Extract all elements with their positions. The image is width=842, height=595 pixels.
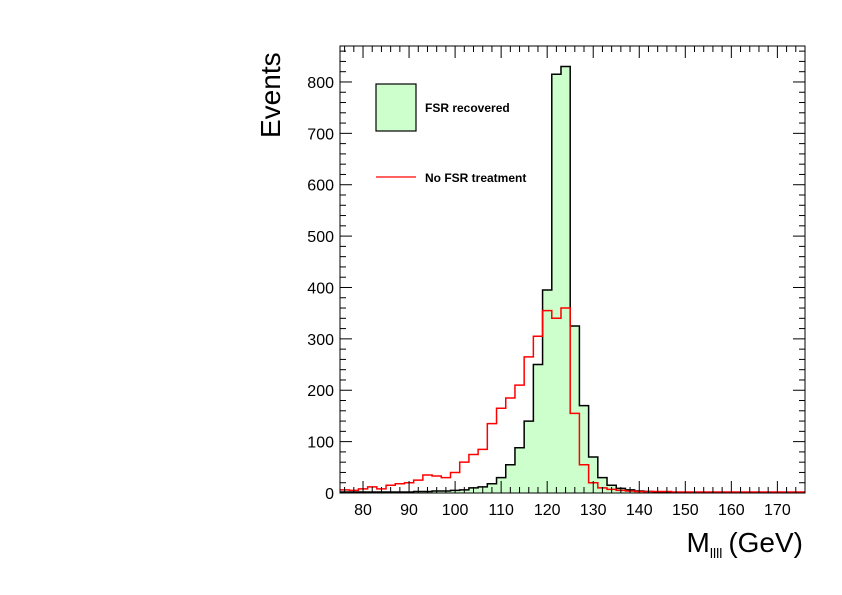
x-axis-title-main: M bbox=[687, 527, 710, 558]
y-tick-label: 300 bbox=[307, 332, 334, 349]
series-fill-fsr-recovered bbox=[340, 66, 805, 493]
legend-label-no-fsr-treatment: No FSR treatment bbox=[425, 171, 526, 185]
legend-label-fsr-recovered: FSR recovered bbox=[425, 101, 510, 115]
legend-swatch-fsr-recovered bbox=[375, 83, 417, 132]
legend: FSR recovered No FSR treatment bbox=[375, 83, 526, 185]
y-tick-label: 0 bbox=[325, 486, 334, 503]
x-axis-title: Mllll (GeV) bbox=[687, 527, 803, 561]
x-tick-label: 160 bbox=[718, 502, 745, 519]
x-tick-label: 170 bbox=[764, 502, 791, 519]
x-tick-label: 140 bbox=[626, 502, 653, 519]
series-layer bbox=[340, 65, 805, 494]
x-axis-title-unit: (GeV) bbox=[728, 527, 803, 558]
x-tick-label: 150 bbox=[672, 502, 699, 519]
series-line-no-fsr-treatment bbox=[340, 307, 805, 493]
plot-frame bbox=[339, 45, 806, 494]
labels-layer: 80 90 100 110 120 130 140 150 160 170 0 100 200 300 40… bbox=[307, 75, 791, 519]
y-tick-label: 400 bbox=[307, 280, 334, 297]
x-tick-label: 90 bbox=[400, 502, 418, 519]
y-tick-label: 500 bbox=[307, 229, 334, 246]
y-tick-label: 200 bbox=[307, 383, 334, 400]
x-axis-title-subscript: llll bbox=[710, 545, 722, 561]
x-tick-label: 130 bbox=[580, 502, 607, 519]
x-tick-label: 80 bbox=[354, 502, 372, 519]
x-tick-label: 100 bbox=[442, 502, 469, 519]
ticks-layer bbox=[340, 46, 806, 494]
y-tick-label: 700 bbox=[307, 126, 334, 143]
y-tick-label: 100 bbox=[307, 435, 334, 452]
y-tick-label: 800 bbox=[307, 75, 334, 92]
x-tick-label: 120 bbox=[534, 502, 561, 519]
y-tick-label: 600 bbox=[307, 178, 334, 195]
x-tick-label: 110 bbox=[488, 502, 514, 519]
y-axis-title: Events bbox=[255, 52, 286, 138]
